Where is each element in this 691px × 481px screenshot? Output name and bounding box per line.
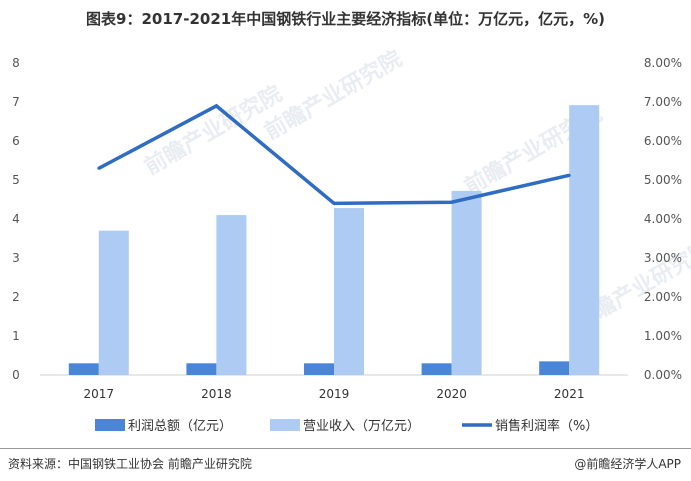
right-tick-label: 1.00% (644, 329, 682, 343)
line-point (214, 104, 218, 108)
bar (216, 215, 247, 375)
line-point (567, 173, 571, 177)
bar (68, 363, 99, 375)
left-tick-label: 1 (12, 329, 20, 343)
x-tick-label: 2019 (319, 387, 350, 401)
x-tick-label: 2020 (436, 387, 467, 401)
left-tick-label: 8 (12, 56, 20, 70)
bar (98, 230, 129, 375)
right-tick-label: 6.00% (644, 134, 682, 148)
bar-layer (68, 105, 600, 376)
left-tick-label: 7 (12, 95, 20, 109)
legend-swatch (270, 419, 300, 431)
left-tick-label: 2 (12, 290, 20, 304)
source-note: 资料来源：中国钢铁工业协会 前瞻产业研究院 (8, 457, 252, 471)
left-tick-label: 6 (12, 134, 20, 148)
line-point (332, 201, 336, 205)
bar (186, 363, 217, 375)
left-tick-label: 4 (12, 212, 20, 226)
left-tick-label: 3 (12, 251, 20, 265)
left-tick-label: 0 (12, 368, 20, 382)
bar (451, 190, 482, 375)
legend-swatch (95, 419, 125, 431)
right-tick-label: 3.00% (644, 251, 682, 265)
line-point (450, 200, 454, 204)
bar (334, 208, 364, 375)
x-axis: 2017 2018 2019 2020 2021 (84, 387, 585, 401)
publisher-credit: @前瞻经济学人APP (574, 457, 681, 471)
x-tick-label: 2017 (84, 387, 115, 401)
left-axis: 0 1 2 3 4 5 6 7 8 (12, 56, 20, 382)
right-tick-label: 7.00% (644, 95, 682, 109)
bar (539, 361, 570, 375)
right-tick-label: 2.00% (644, 290, 682, 304)
legend: 利润总额（亿元） 营业收入（万亿元） 销售利润率（%） (95, 418, 598, 434)
legend-label: 营业收入（万亿元） (303, 419, 420, 434)
x-tick-label: 2018 (201, 387, 232, 401)
bar (569, 105, 600, 376)
chart-title: 图表9：2017-2021年中国钢铁行业主要经济指标(单位：万亿元，亿元，%) (86, 10, 605, 28)
line-layer (97, 103, 571, 206)
legend-label: 销售利润率（%） (495, 418, 598, 434)
right-tick-label: 8.00% (644, 56, 682, 70)
line-point (97, 166, 101, 170)
bar (304, 363, 334, 375)
left-tick-label: 5 (12, 173, 20, 187)
right-axis: 0.00% 1.00% 2.00% 3.00% 4.00% 5.00% 6.00% 7.00%… (644, 56, 682, 382)
x-tick-label: 2021 (554, 387, 585, 401)
bar (421, 363, 452, 375)
source-divider (0, 448, 691, 449)
right-tick-label: 0.00% (644, 368, 682, 382)
right-tick-label: 4.00% (644, 212, 682, 226)
watermark-text: 前瞻产业研究院 (260, 46, 406, 146)
right-tick-label: 5.00% (644, 173, 682, 187)
legend-label: 利润总额（亿元） (128, 419, 232, 434)
